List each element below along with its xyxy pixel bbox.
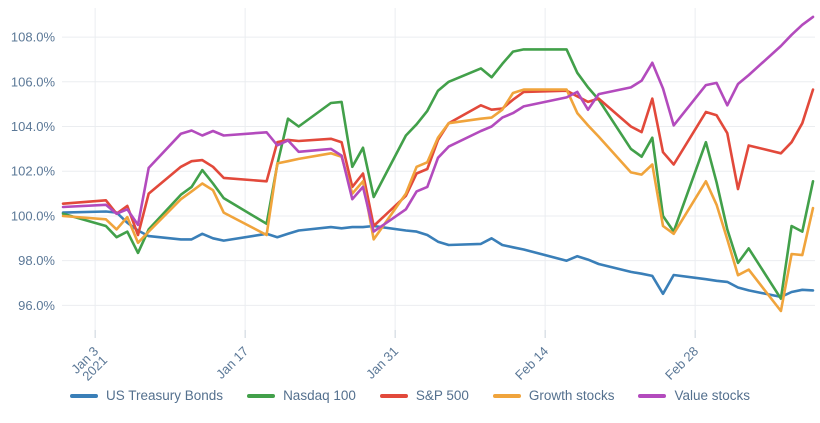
y-axis-label: 96.0% <box>18 298 55 313</box>
legend-item-growth-stocks[interactable]: Growth stocks <box>492 388 615 403</box>
series-line-value-stocks <box>61 15 815 233</box>
x-axis-label: Feb 28 <box>662 344 701 383</box>
legend-label: Growth stocks <box>528 388 615 403</box>
y-axis-label: 108.0% <box>11 30 56 45</box>
y-axis-label: 100.0% <box>11 208 56 223</box>
legend-label: US Treasury Bonds <box>106 388 224 403</box>
legend-item-s-p-500[interactable]: S&P 500 <box>379 388 469 403</box>
y-axis-label: 102.0% <box>11 164 56 179</box>
legend-swatch-s-p-500 <box>379 394 408 398</box>
legend-swatch-nasdaq-100 <box>247 394 276 398</box>
legend-swatch-value-stocks <box>638 394 667 398</box>
series-line-s-p-500 <box>61 88 815 237</box>
series-line-nasdaq-100 <box>61 48 815 301</box>
series-line-us-treasury-bonds <box>61 210 815 299</box>
legend-label: Nasdaq 100 <box>283 388 356 403</box>
legend-label: Value stocks <box>674 388 750 403</box>
x-axis-label: Jan 17 <box>213 344 251 382</box>
series-line-growth-stocks <box>61 88 815 313</box>
legend-swatch-us-treasury-bonds <box>70 394 98 398</box>
x-axis-label: Jan 31 <box>363 344 401 382</box>
legend-item-us-treasury-bonds[interactable]: US Treasury Bonds <box>70 389 223 403</box>
y-axis-label: 98.0% <box>18 253 55 268</box>
legend: US Treasury Bonds Nasdaq 100 S&P 500 Growth… <box>0 389 820 403</box>
legend-item-nasdaq-100[interactable]: Nasdaq 100 <box>247 389 356 403</box>
legend-label: S&P 500 <box>415 388 469 403</box>
legend-item-value-stocks[interactable]: Value stocks <box>638 389 750 403</box>
y-axis-label: 106.0% <box>11 74 56 89</box>
plot-area: 96.0% 98.0% 100.0% 102.0% 104.0% 106.0% 108.0%… <box>11 8 815 384</box>
x-axis-label: Feb 14 <box>512 344 551 383</box>
y-axis-label: 104.0% <box>11 119 56 134</box>
legend-swatch-growth-stocks <box>492 394 521 398</box>
